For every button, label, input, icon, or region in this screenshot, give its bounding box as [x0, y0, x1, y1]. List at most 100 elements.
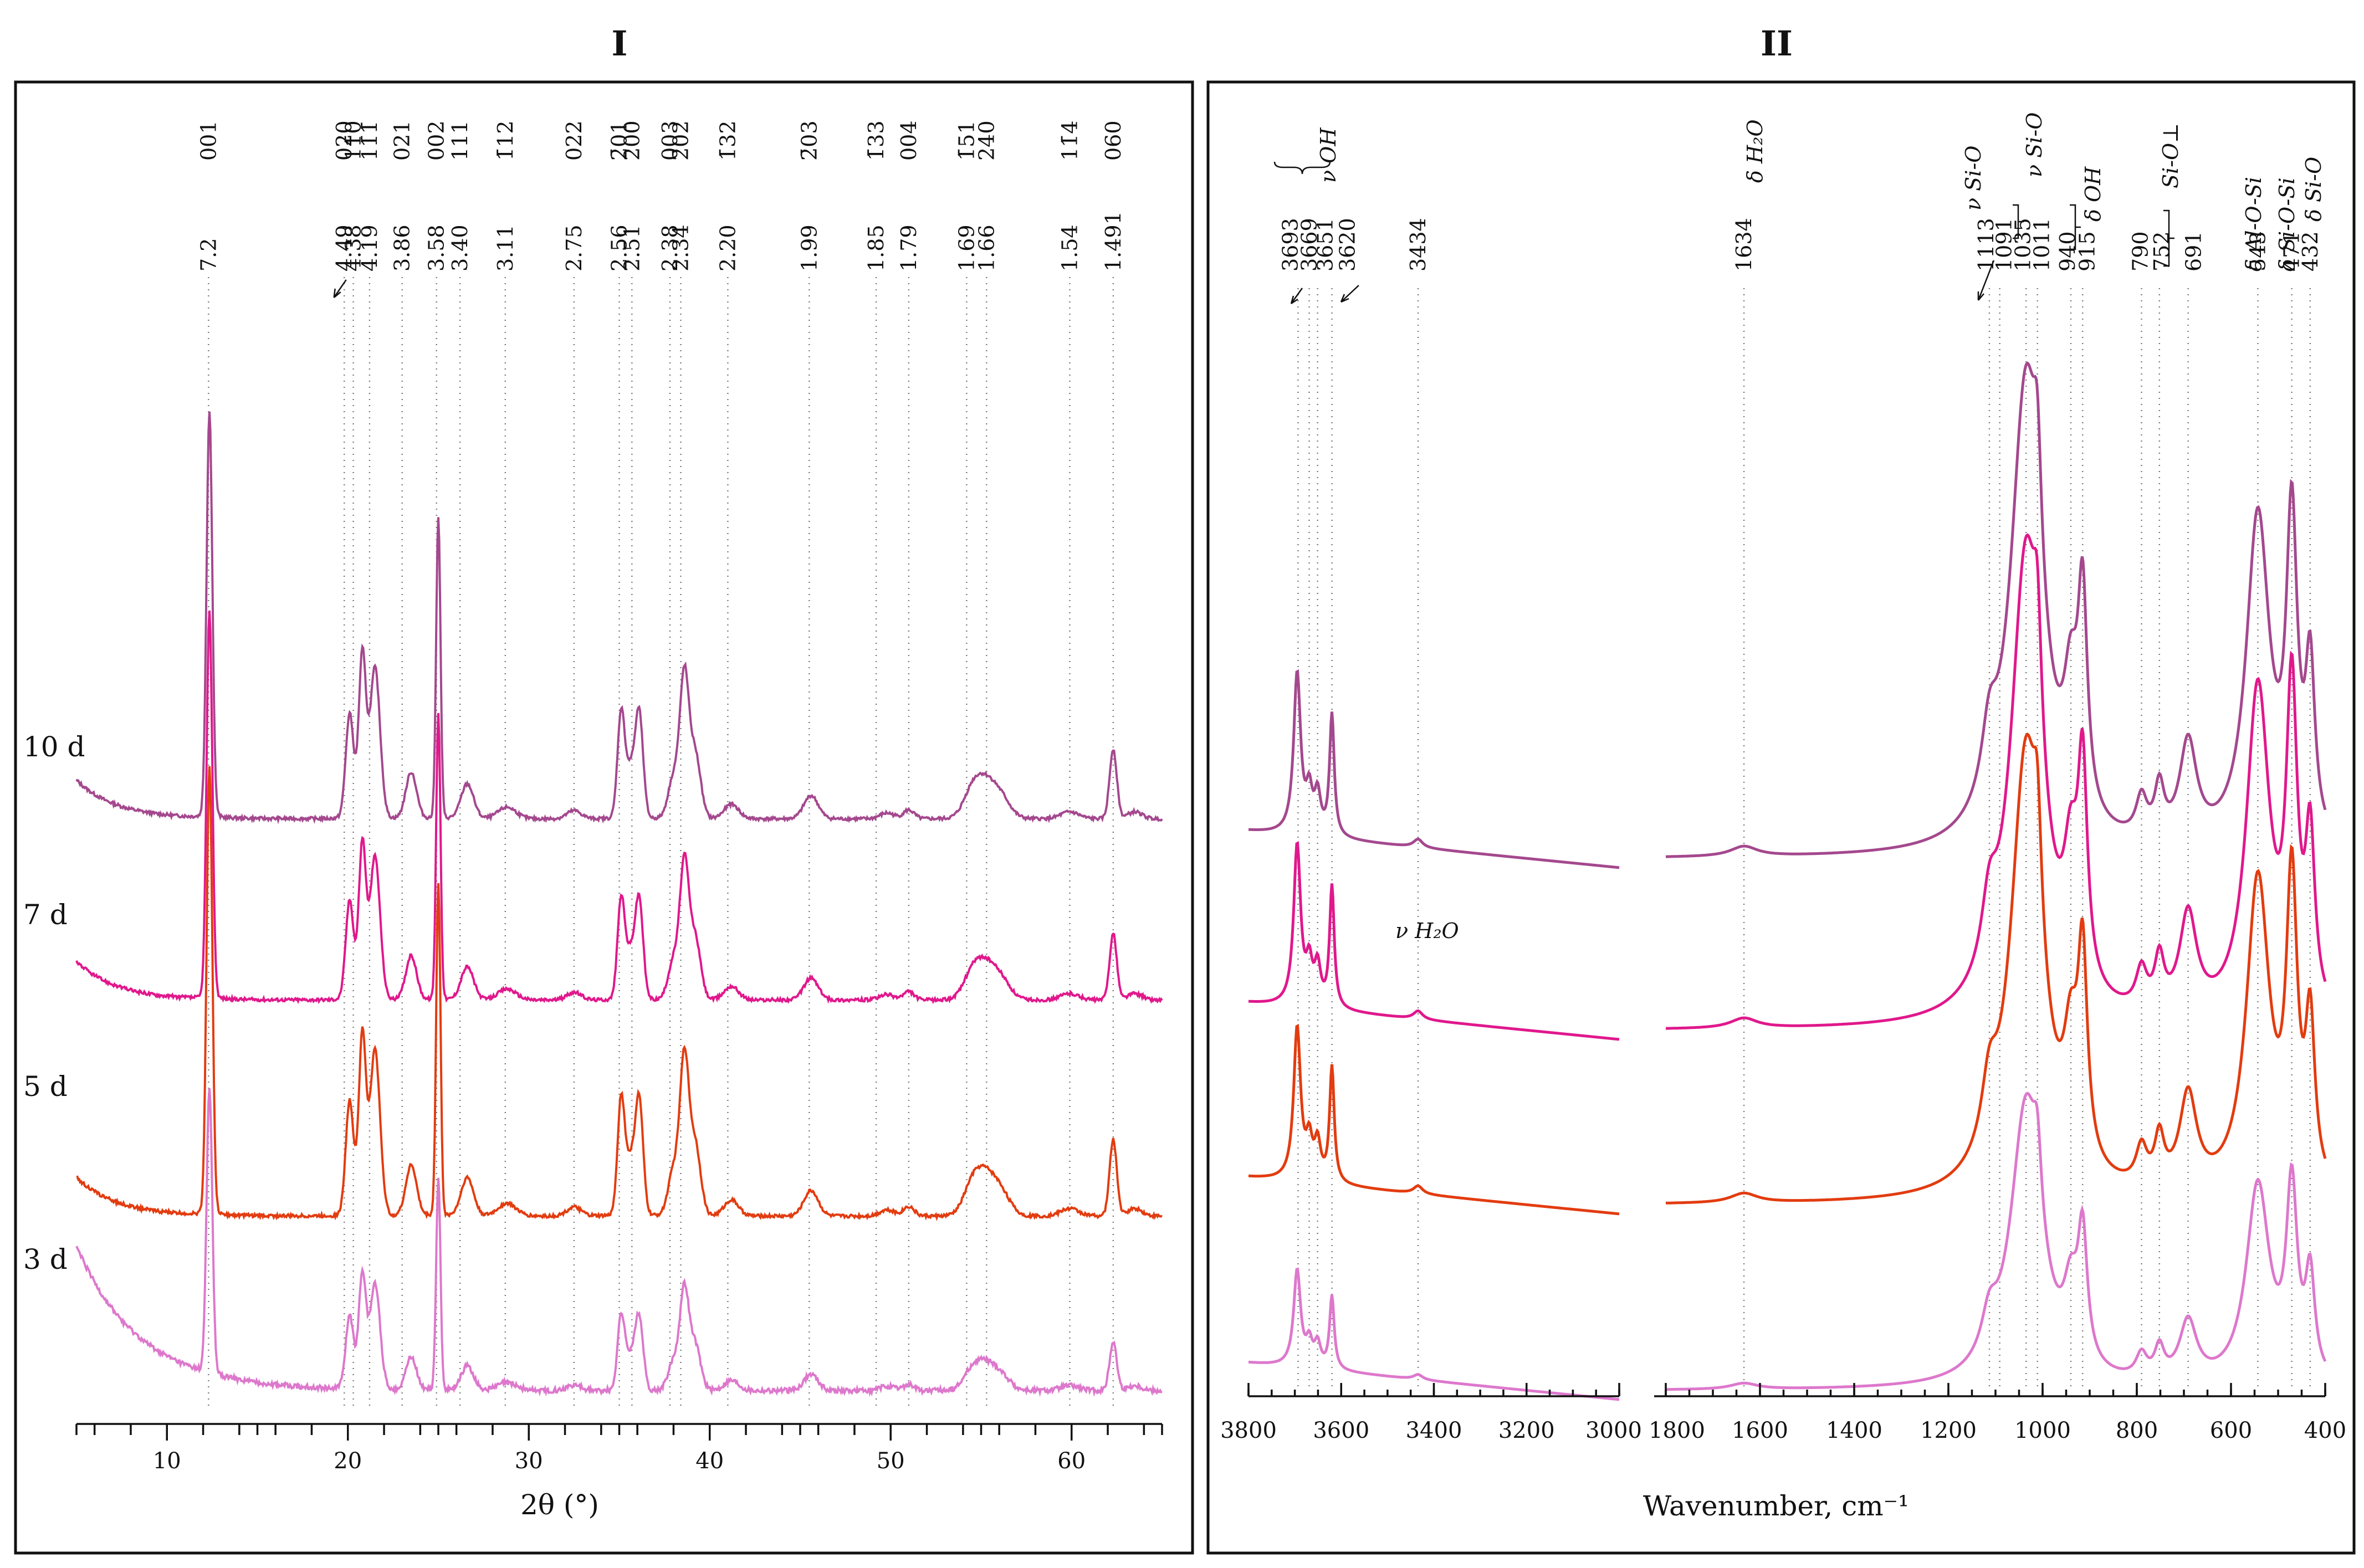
xrd-hkl-label: 021 — [390, 120, 415, 161]
sample-label: 10 d — [23, 731, 85, 763]
xrd-drop-lines — [208, 277, 1114, 1407]
ir-assign-dsiosi: δ Si-O-Si — [2275, 177, 2299, 271]
ir-band-label: 790 — [2128, 231, 2153, 271]
ir-drop-lines — [1297, 288, 2311, 1388]
xrd-series-10-d — [75, 411, 1163, 824]
xrd-hkl-label: 060 — [1101, 120, 1125, 161]
ir-band-label: 691 — [2182, 231, 2206, 271]
ir-band-label: 1634 — [1732, 218, 1756, 271]
xrd-d-label: 4.49 — [332, 224, 356, 271]
xrd-d-label: 3.40 — [448, 224, 472, 271]
ir-tick-label: 3600 — [1313, 1418, 1369, 1443]
xrd-series — [75, 411, 1163, 1397]
xrd-hkl-label: 240 — [974, 120, 999, 161]
xrd-d-label: 3.11 — [493, 224, 518, 271]
ir-assign-vsio-a: ν Si-O — [1961, 146, 1986, 211]
ir-series-high-3-d — [1248, 1267, 1620, 1401]
ir-series-high-10-d — [1248, 669, 1620, 869]
xrd-hkl-label: 2̄02 — [669, 120, 693, 161]
xrd-hkl-label: 1̄51 — [954, 120, 979, 161]
xrd-hkl-label: 001 — [196, 120, 221, 161]
ir-series-low-7-d — [1666, 533, 2327, 1030]
panel-II-title: II — [1761, 23, 1793, 64]
ir-band-label: 1091 — [1992, 218, 2017, 271]
xrd-hkl-label: 004 — [897, 120, 921, 161]
sample-label: 7 d — [23, 899, 68, 931]
ir-tick-label: 3800 — [1220, 1418, 1277, 1443]
xrd-d-label: 1.491 — [1101, 211, 1125, 271]
xrd-tick-label: 40 — [695, 1448, 724, 1474]
ir-band-label: 3693 — [1278, 218, 1302, 271]
xrd-d-label: 3.86 — [390, 224, 415, 271]
ir-assign-siop: Si-O⊥ — [2158, 123, 2183, 188]
xrd-d-label: 2.38 — [658, 224, 682, 271]
xrd-d-label: 2.34 — [669, 224, 693, 271]
ir-tick-label: 400 — [2304, 1418, 2346, 1443]
ir-band-label: 471 — [2280, 231, 2304, 271]
xrd-tick-label: 50 — [877, 1448, 905, 1474]
ir-tick-label: 600 — [2210, 1418, 2252, 1443]
xrd-hkl-label: 11̄4 — [1057, 120, 1082, 161]
ir-assign-dalosi: δ Al-O-Si — [2242, 177, 2266, 271]
ir-assign-voh: ν OH — [1316, 127, 1340, 183]
sample-label: 5 d — [23, 1070, 68, 1103]
xrd-hkl-label: 003 — [658, 120, 682, 161]
ir-series-high-5-d — [1248, 1023, 1620, 1216]
xrd-hkl-label: 020 — [332, 120, 356, 161]
ir-series-low-3-d — [1666, 1092, 2327, 1391]
ir-tick-label: 3000 — [1585, 1418, 1642, 1443]
ir-assign-vh2o: ν H₂O — [1395, 919, 1459, 943]
sample-label: 3 d — [23, 1243, 68, 1275]
ir-band-label: 543 — [2245, 231, 2270, 271]
xrd-d-label: 4.38 — [341, 224, 366, 271]
xrd-tick-label: 10 — [153, 1448, 181, 1474]
xrd-series-7-d — [75, 610, 1163, 1005]
ir-band-label: 915 — [2075, 231, 2099, 271]
xrd-hkl-label: 002 — [424, 120, 449, 161]
xrd-d-label: 1.85 — [864, 224, 888, 271]
ir-tick-label: 800 — [2116, 1418, 2158, 1443]
ir-series-low-5-d — [1666, 732, 2327, 1205]
xrd-hkl-label: 2̄03 — [797, 120, 821, 161]
xrd-d-label: 2.51 — [620, 224, 644, 271]
xrd-d-label: 7.2 — [196, 238, 221, 271]
xrd-d-label: 2.56 — [607, 224, 632, 271]
ir-series-high-7-d — [1248, 841, 1620, 1041]
xrd-hkl-label: 022 — [562, 120, 586, 161]
xrd-d-label: 2.75 — [562, 224, 586, 271]
xrd-hkl-label: 11̄0 — [341, 120, 366, 161]
ir-tick-label: 1400 — [1826, 1418, 1882, 1443]
xrd-x-axis: 10 20 30 40 50 60 — [75, 1423, 1163, 1474]
ir-band-label: 3669 — [1297, 218, 1322, 271]
xrd-hkl-label: 1̄32 — [715, 120, 740, 161]
ir-band-label: 3620 — [1335, 218, 1360, 271]
xrd-x-axis-title: 2θ (°) — [520, 1489, 599, 1521]
panel-I-frame — [14, 80, 1194, 1555]
ir-tick-label: 3400 — [1406, 1418, 1462, 1443]
ir-band-label: 752 — [2150, 231, 2174, 271]
xrd-hkl-label: 1̄12 — [493, 120, 518, 161]
xrd-hkl-label: 200 — [620, 120, 644, 161]
sample-labels: 10 d 7 d 5 d 3 d — [23, 731, 85, 1275]
xrd-series-3-d — [75, 1088, 1163, 1397]
panel-II-frame — [1206, 80, 2356, 1555]
xrd-d-label: 4.19 — [357, 224, 382, 271]
xrd-d-label: 1.54 — [1057, 224, 1082, 271]
xrd-hkl-label: 1̄33 — [864, 120, 888, 161]
ir-assign-dh2o: δ H₂O — [1743, 120, 1767, 183]
xrd-d-label: 1.69 — [954, 224, 979, 271]
xrd-hkl-label: 2̄01 — [607, 120, 632, 161]
ir-assign-vsio-b: ν Si-O — [2022, 112, 2046, 177]
ir-assign-doh: δ OH — [2081, 166, 2105, 222]
xrd-tick-label: 20 — [334, 1448, 362, 1474]
ir-tick-label: 1800 — [1649, 1418, 1705, 1443]
ir-band-label: 1035 — [2010, 218, 2035, 271]
xrd-hkl-label: 11̄1̄ — [357, 120, 382, 161]
ir-band-label: 432 — [2298, 231, 2322, 271]
ir-band-label: 3651 — [1313, 218, 1338, 271]
ir-x-axis: 3800 3600 3400 3200 3000 1800 1600 1400 1200 1000… — [1220, 1383, 2346, 1443]
ir-x-axis-title: Wavenumber, cm⁻¹ — [1643, 1490, 1909, 1522]
ir-band-label: 1011 — [2030, 218, 2054, 271]
